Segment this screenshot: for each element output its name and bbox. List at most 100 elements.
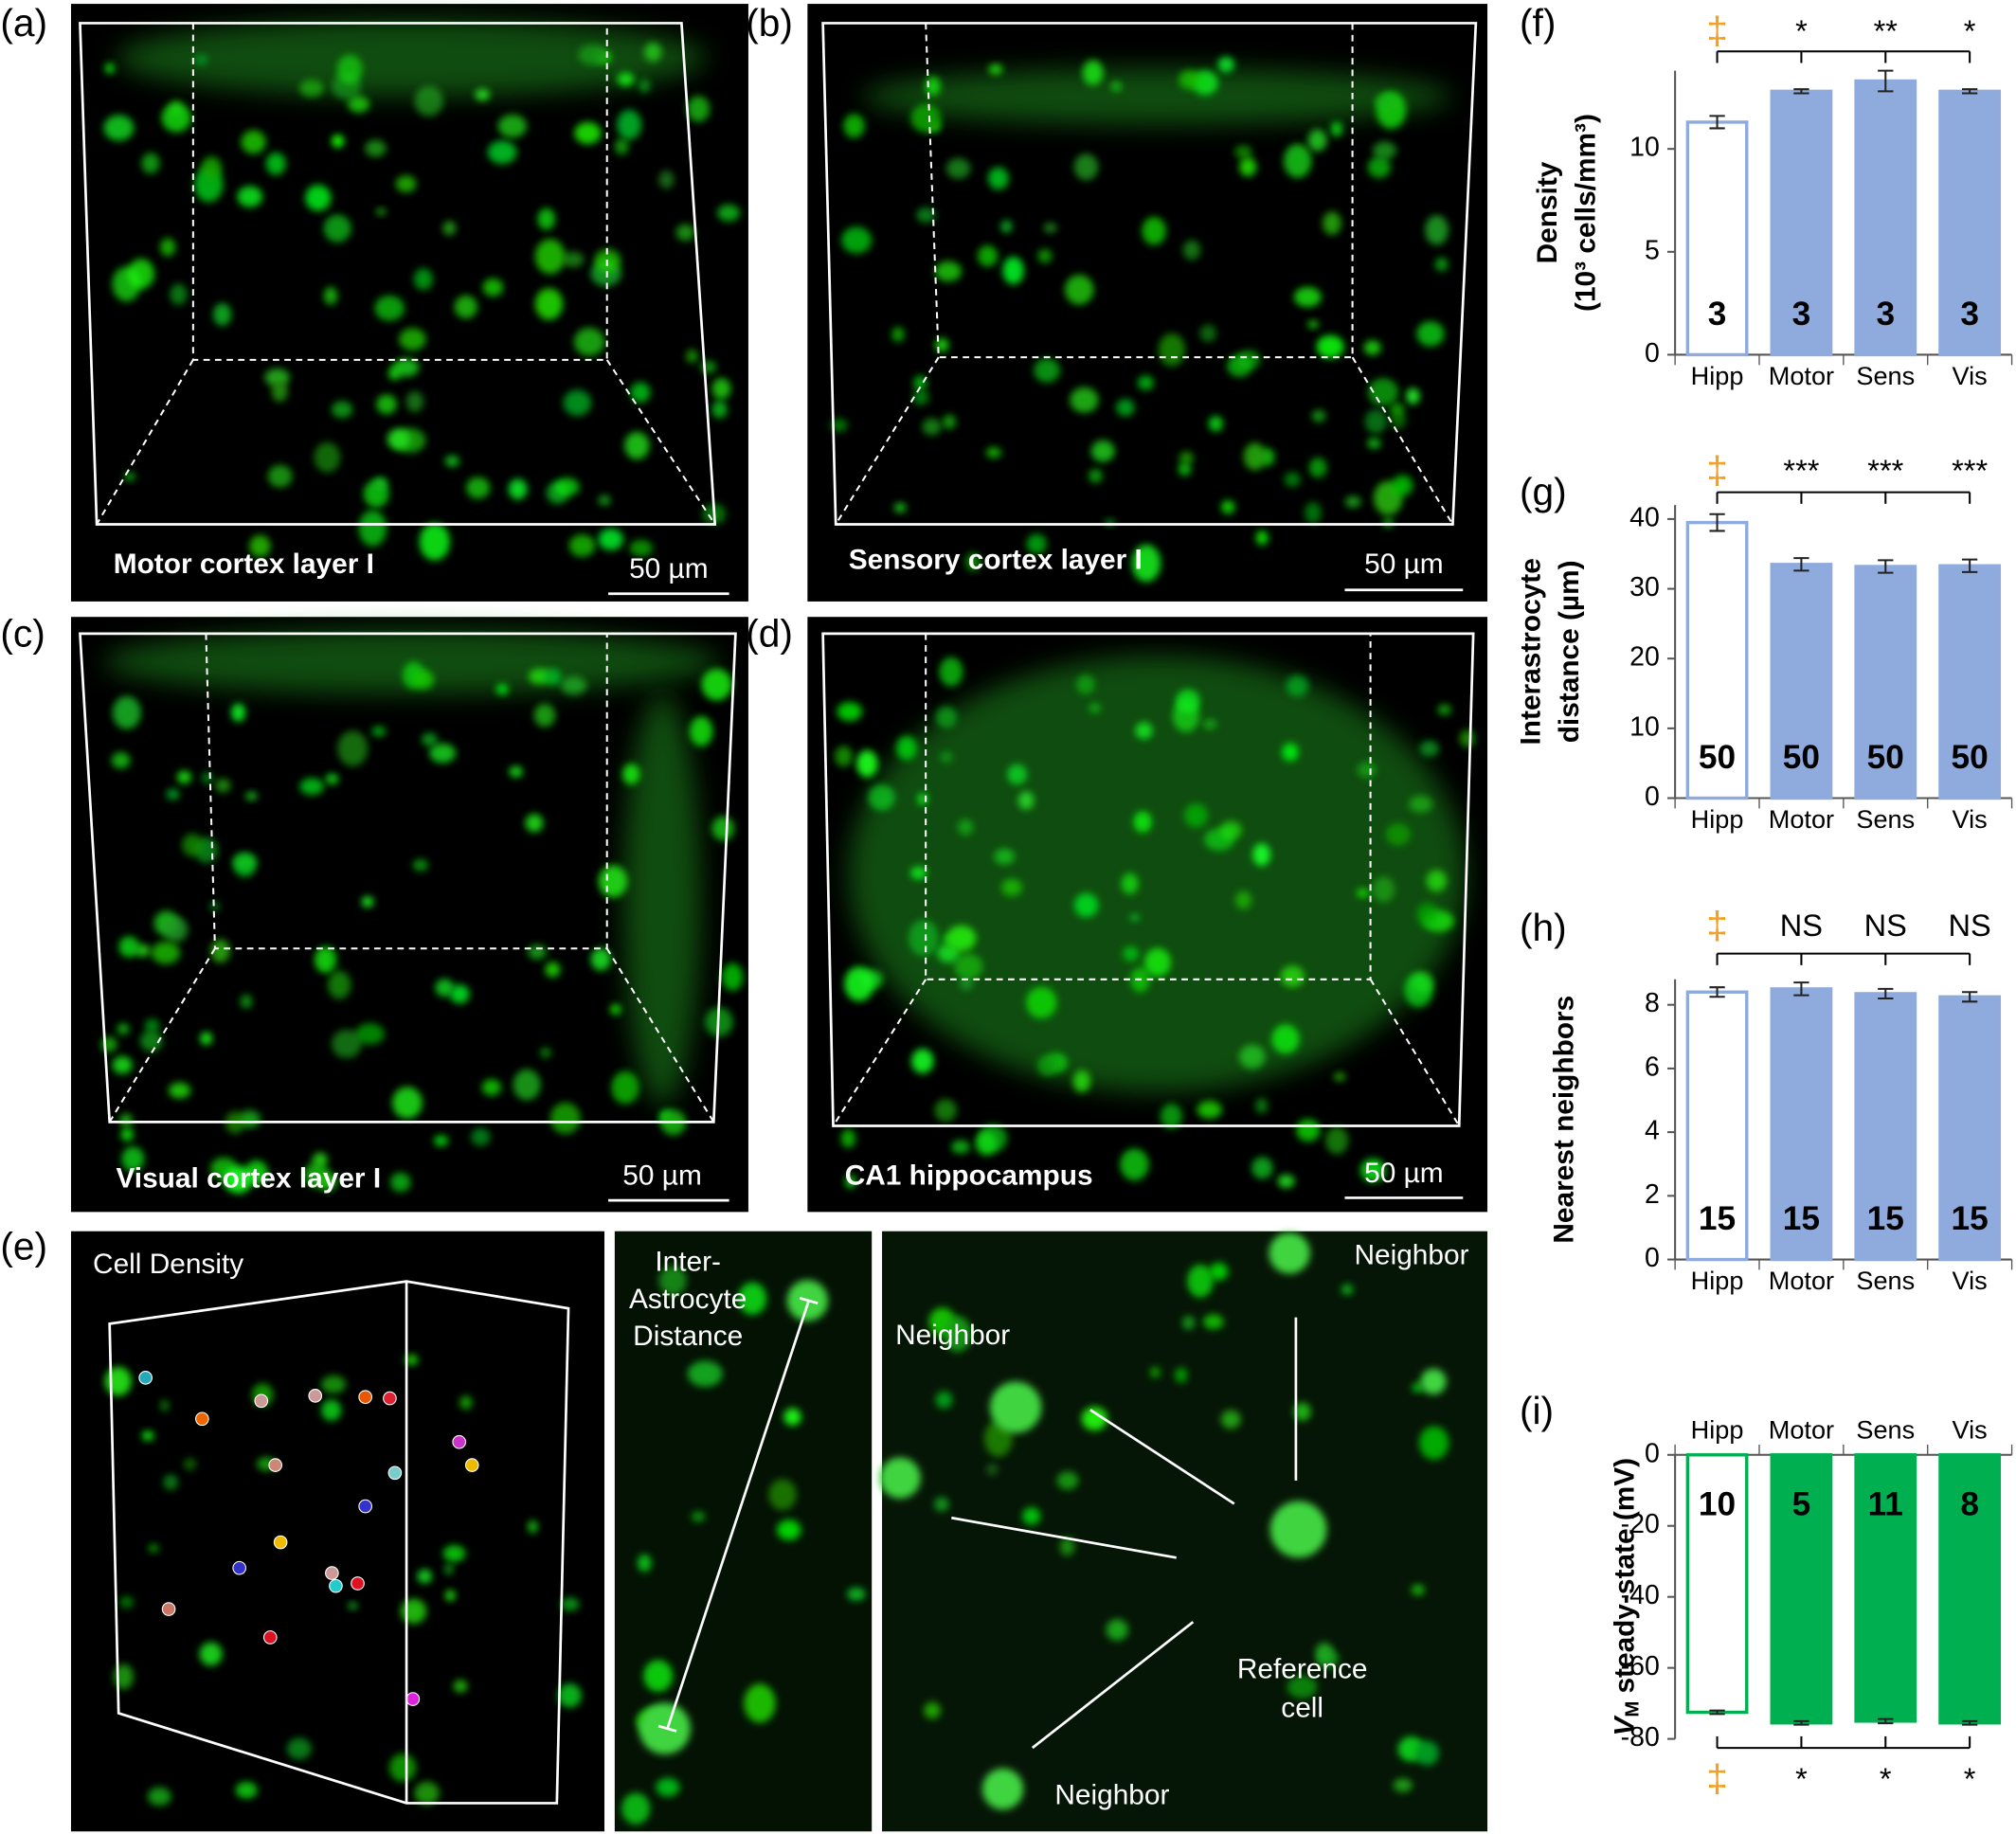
cell: [1414, 1740, 1439, 1766]
error-bar: [1962, 88, 1978, 95]
cell: [1065, 275, 1094, 305]
tissue-glow: [102, 629, 721, 694]
significance-label: ‡: [1706, 903, 1728, 946]
cell: [371, 726, 387, 737]
y-tick-label: 10: [1629, 711, 1660, 742]
astrocyte: [1269, 1232, 1310, 1274]
cell: [120, 1127, 135, 1142]
cell: [1175, 1367, 1188, 1383]
cell: [1026, 986, 1057, 1019]
cell: [314, 441, 341, 473]
x-tick-label: Vis: [1953, 1266, 1988, 1295]
panel-label: (c): [0, 611, 45, 655]
significance-label: *: [1795, 14, 1808, 48]
cell: [525, 814, 544, 833]
cell: [598, 528, 623, 550]
bar: [1685, 120, 1749, 357]
charts: (f) 0 5 10 Density (10³ cells/mm³) Hipp 3 ‡ Motor…: [1515, 1, 2013, 1800]
error-bar: [1793, 1719, 1809, 1726]
y-tick-label: 0: [1645, 1438, 1660, 1468]
astrocyte: [981, 1768, 1024, 1810]
cell: [298, 79, 324, 98]
cell-marker: [273, 1535, 288, 1550]
cell: [924, 1701, 941, 1719]
x-tick-label: Sens: [1856, 1266, 1915, 1295]
cell: [1043, 223, 1057, 233]
cell: [421, 732, 438, 746]
cell: [658, 1266, 687, 1296]
cell: [413, 268, 433, 291]
cell: [1373, 141, 1397, 160]
y-tick-label: -60: [1621, 1651, 1660, 1681]
cell: [209, 901, 221, 911]
cell: [119, 1595, 134, 1609]
cell: [466, 476, 491, 499]
cell: [1307, 319, 1319, 329]
cell: [843, 114, 865, 138]
image-label: cell: [1281, 1692, 1323, 1723]
cell: [160, 1399, 170, 1411]
cell: [1149, 1366, 1161, 1378]
cell: [1090, 440, 1115, 462]
cell: [1293, 1402, 1311, 1421]
x-tick-label: Vis: [1953, 361, 1988, 390]
significance-label: NS: [1864, 908, 1907, 943]
cell: [414, 1781, 440, 1806]
cell: [201, 156, 223, 180]
cell: [561, 676, 587, 695]
cell: [1251, 1157, 1273, 1179]
cell: [534, 288, 564, 320]
panel-label: (e): [0, 1224, 47, 1268]
error-bar: [1709, 1709, 1725, 1716]
y-axis-symbol: V: [1609, 1716, 1640, 1736]
cell: [700, 360, 717, 374]
cell: [1179, 451, 1195, 465]
cell: [199, 1642, 223, 1666]
cell: [1375, 93, 1397, 110]
significance-label: ***: [1867, 454, 1903, 488]
cell: [513, 1069, 541, 1101]
cell: [1341, 1284, 1354, 1295]
cell: [376, 394, 397, 415]
cell: [1059, 1537, 1075, 1556]
cell: [977, 245, 999, 267]
cell: [1372, 876, 1395, 903]
cell: [925, 76, 941, 97]
cell: [1002, 256, 1024, 285]
cell: [104, 63, 116, 74]
bar: [1854, 992, 1917, 1262]
cell: [951, 1140, 970, 1154]
n-label: 15: [1699, 1200, 1736, 1237]
cell: [235, 1781, 258, 1799]
cell: [1287, 1675, 1318, 1699]
cell: [965, 552, 981, 572]
cell-marker: [329, 1578, 343, 1593]
cell: [598, 494, 611, 506]
cell: [987, 167, 1009, 190]
cell: [539, 1047, 552, 1058]
bar: [1938, 1453, 2002, 1725]
significance-label: *: [1880, 1762, 1892, 1796]
bar: [1854, 1453, 1917, 1723]
cell: [1392, 475, 1413, 496]
cell: [868, 784, 895, 811]
cell-marker: [195, 1411, 209, 1427]
cell: [1236, 350, 1261, 369]
cell: [845, 1175, 856, 1189]
scale-bar-label: 50 µm: [1364, 1158, 1444, 1189]
cell: [240, 994, 253, 1009]
cell: [1316, 334, 1344, 359]
cell: [1426, 870, 1448, 892]
cell: [913, 375, 927, 391]
cell: [331, 401, 353, 419]
cell-marker: [387, 1465, 403, 1481]
x-tick-label: Sens: [1856, 361, 1915, 390]
cell: [1393, 1778, 1413, 1792]
x-tick-label: Hipp: [1691, 1266, 1744, 1295]
image-e1: [70, 1231, 604, 1832]
panel-label: (f): [1520, 1, 1556, 45]
cell: [1363, 340, 1381, 355]
cell: [562, 251, 585, 268]
cell: [545, 962, 561, 978]
y-tick-label: 4: [1645, 1116, 1660, 1146]
